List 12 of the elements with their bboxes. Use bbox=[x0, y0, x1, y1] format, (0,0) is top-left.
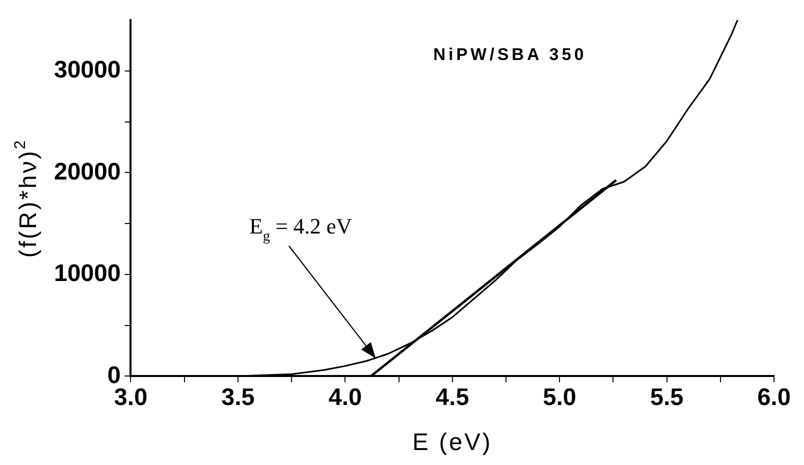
x-tick-label: 5.5 bbox=[650, 384, 684, 412]
text: NiPW/SBA 350 bbox=[433, 45, 587, 64]
y-tick-label: 30000 bbox=[54, 56, 121, 84]
x-tick-label: 5.0 bbox=[542, 384, 576, 412]
x-axis-title: E (eV) bbox=[412, 429, 492, 456]
y-tick-label: 10000 bbox=[54, 260, 121, 288]
x-tick-label: 6.0 bbox=[757, 384, 791, 412]
y-tick-label: 20000 bbox=[54, 158, 121, 186]
y-axis-title: (f(R)*hν)2 bbox=[12, 138, 42, 258]
x-tick-label: 3.5 bbox=[221, 384, 255, 412]
x-tick-label: 4.0 bbox=[328, 384, 362, 412]
x-tick-label: 4.5 bbox=[436, 384, 470, 412]
